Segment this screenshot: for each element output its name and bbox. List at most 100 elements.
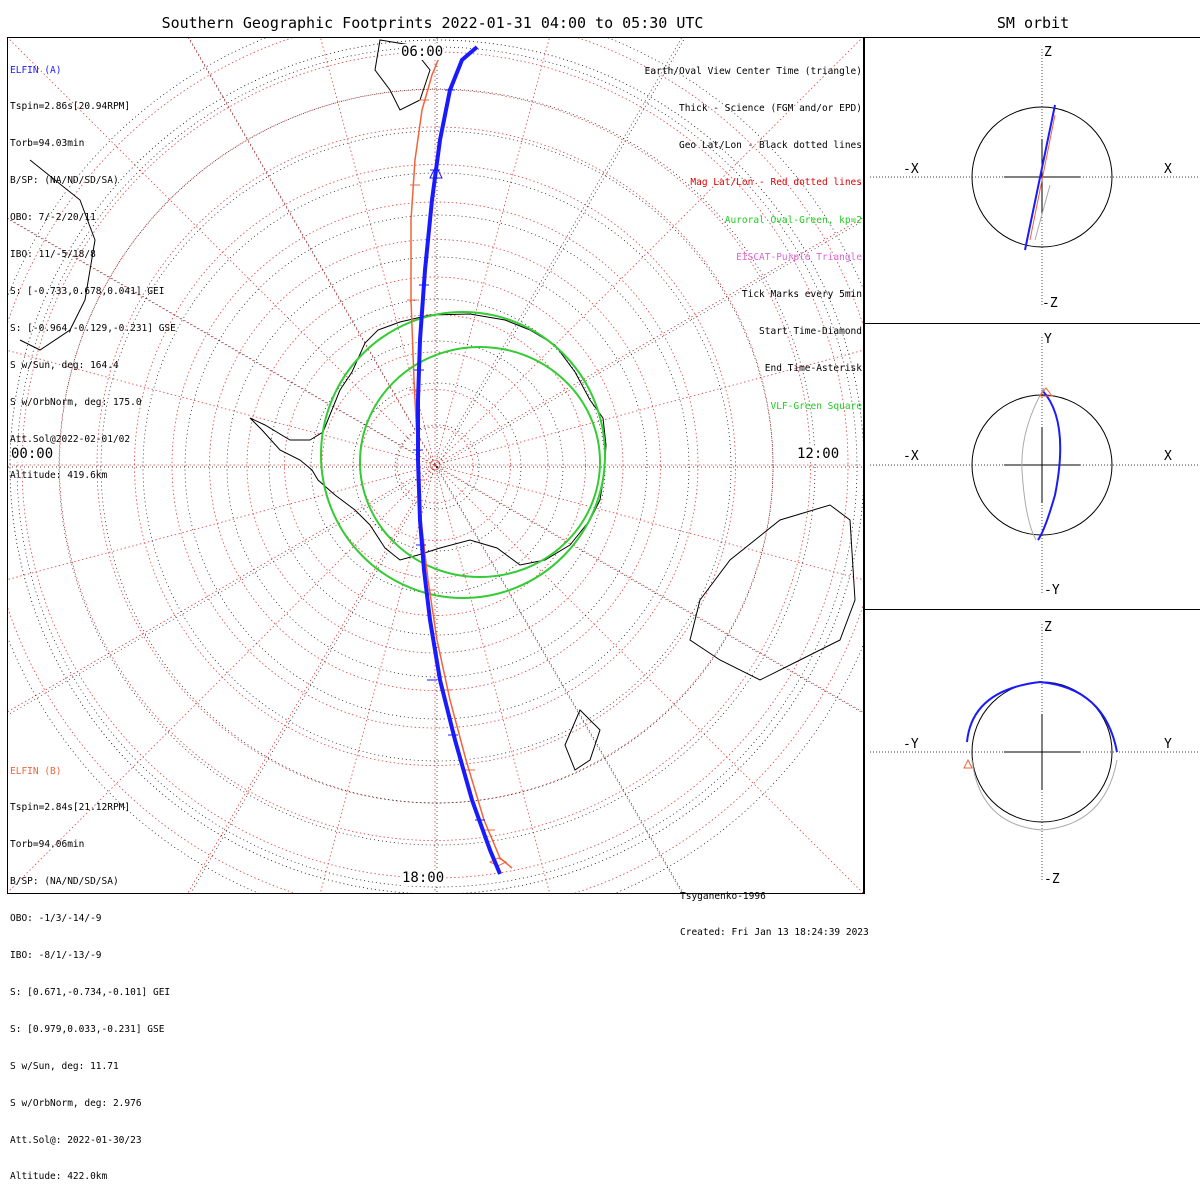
elfin-a-line: S w/Sun, deg: 164.4: [10, 359, 119, 371]
geo-lat-circle: [310, 340, 564, 594]
mag-lon-line: [8, 38, 436, 466]
elfin-b-line: S w/OrbNorm, deg: 2.976: [10, 1097, 142, 1109]
sm-xz-elfin-b-orbit: [1029, 114, 1056, 241]
mag-lon-line: [434, 464, 683, 893]
sm-xz-left-label: -X: [903, 162, 919, 177]
legend-entry: Geo Lat/Lon - Black dotted lines: [678, 140, 862, 152]
elfin-a-line: Torb=94.03min: [10, 138, 85, 150]
elfin-a-line: S w/OrbNorm, deg: 175.0: [10, 396, 142, 408]
legend-entry: Earth/Oval View Center Time (triangle): [644, 65, 862, 77]
sm-xy-top-label: Y: [1044, 332, 1052, 347]
view-center-triangle: [429, 164, 443, 179]
elfin-a-line: B/SP: (NA/ND/SD/SA): [10, 175, 119, 187]
map-layer: [8, 38, 863, 893]
legend-entry: End Time-Asterisk: [764, 363, 862, 375]
mag-lon-line: [8, 464, 436, 893]
mlt-label-left: 00:00: [11, 446, 54, 462]
footer: Tsyganenko-1996 Created: Fri Jan 13 18:2…: [680, 867, 869, 951]
mag-lon-line: [434, 464, 863, 893]
footprint-plot: [8, 38, 1200, 893]
africa-coastline: [19, 159, 96, 351]
mlt-label-bottom: 18:00: [402, 870, 445, 886]
sm-xz-top-label: Z: [1044, 45, 1052, 60]
sm-yz-right-label: Y: [1164, 737, 1172, 752]
elfin-b-line: B/SP: (NA/ND/SD/SA): [10, 876, 119, 888]
legend-entry: Thick - Science (FGM and/or EPD): [678, 103, 862, 115]
elfin-b-line: IBO: -8/1/-13/-9: [10, 950, 102, 962]
elfin-a-track: [416, 45, 502, 875]
legend-entry: Auroral Oval-Green, kp=2: [724, 214, 862, 226]
mag-lat-circle: [59, 89, 811, 841]
elfin-b-line: OBO: -1/3/-14/-9: [10, 913, 102, 925]
legend: Earth/Oval View Center Time (triangle) T…: [645, 41, 862, 425]
geo-lat-circle: [58, 88, 816, 846]
sm-xz-bottom-label: -Z: [1042, 296, 1058, 311]
elfin-b-line: S: [0.671,-0.734,-0.101] GEI: [10, 986, 171, 998]
elfin-a-line: Altitude: 419.6km: [10, 470, 108, 482]
sm-xy-left-label: -X: [903, 449, 919, 464]
panel-divider-1: [865, 323, 1200, 324]
mlt-label-top: 06:00: [401, 44, 444, 60]
australia-coastline: [689, 504, 856, 681]
elfin-b-line: Altitude: 422.0km: [10, 1171, 108, 1183]
mag-lon-line: [187, 464, 436, 893]
elfin-b-track: [410, 47, 513, 869]
sm-yz-left-label: -Y: [903, 737, 919, 752]
sm-xy-bottom-label: -Y: [1044, 583, 1060, 598]
mag-lon-line: [434, 38, 863, 466]
mag-lon-line: [8, 464, 436, 712]
panel-left-border: [864, 37, 865, 894]
elfin-a-line: IBO: 11/-5/18/8: [10, 249, 96, 261]
elfin-a-line: S: [-0.733,0.678,0.041] GEI: [10, 285, 165, 297]
elfin-b-line: S w/Sun, deg: 11.71: [10, 1060, 119, 1072]
mag-lat-circle: [396, 426, 474, 504]
new-zealand-coastline: [564, 709, 601, 771]
footprint-map-frame: [7, 37, 864, 894]
chart-title: Southern Geographic Footprints 2022-01-3…: [161, 14, 704, 32]
model-name: Tsyganenko-1996: [680, 891, 766, 902]
geo-lat-circle: [226, 256, 648, 678]
sm-yz-elfin-a-orbit: [966, 680, 1118, 753]
panel-divider-2: [865, 609, 1200, 610]
created-timestamp: Created: Fri Jan 13 18:24:39 2023: [680, 927, 869, 938]
elfin-a-line: OBO: 7/-2/20/11: [10, 212, 96, 224]
mag-lat-circle: [171, 201, 699, 729]
sm-yz-top-label: Z: [1044, 620, 1052, 635]
sm-yz-gray-orbit: [971, 759, 1118, 831]
sm-orbit-title: SM orbit: [996, 14, 1070, 32]
geo-lon-line: [8, 466, 438, 716]
elfin-b-line: S: [0.979,0.033,-0.231] GSE: [10, 1023, 165, 1035]
elfin-a-name: ELFIN (A): [10, 64, 62, 76]
sm-orbit-layer: [870, 49, 1200, 880]
legend-entry: Tick Marks every 5min: [741, 289, 862, 301]
legend-entry: VLF-Green Square: [770, 400, 862, 412]
legend-entry: Start Time-Diamond: [759, 326, 862, 338]
sm-xz-elfin-a-orbit: [1024, 104, 1056, 251]
mag-lon-line: [434, 464, 863, 713]
elfin-b-name: ELFIN (B): [10, 765, 62, 777]
sm-xz-right-label: X: [1164, 162, 1172, 177]
elfin-a-line: Att.Sol@2022-02-01/02: [10, 433, 131, 445]
geo-lat-circle: [394, 424, 480, 510]
elfin-a-line: Tspin=2.86s[20.94RPM]: [10, 101, 131, 113]
elfin-b-info: ELFIN (B) Tspin=2.84s[21.12RPM] Torb=94.…: [10, 741, 170, 1196]
auroral-oval-inner: [359, 346, 601, 578]
mag-lon-line: [434, 464, 551, 893]
sm-xz-earth-circle: [971, 106, 1113, 248]
antarctica-coastline: [249, 313, 607, 566]
panel-top-border: [865, 37, 1200, 38]
elfin-b-line: Tspin=2.84s[21.12RPM]: [10, 802, 131, 814]
elfin-b-line: Att.Sol@: 2022-01-30/23: [10, 1134, 142, 1146]
mlt-label-right: 12:00: [797, 446, 840, 462]
sm-xy-elfin-a-orbit: [1037, 389, 1062, 541]
legend-entry: EISCAT-Purple Triangle: [736, 251, 862, 263]
sm-xy-elfin-b-marker: [1039, 387, 1053, 397]
sm-xy-gray-orbit: [1021, 387, 1045, 541]
legend-entry: Mag Lat/Lon - Red dotted lines: [690, 177, 862, 189]
sm-yz-bottom-label: -Z: [1044, 872, 1060, 887]
sm-xz-gray-orbit: [1034, 184, 1051, 241]
sm-xy-right-label: X: [1164, 449, 1172, 464]
geo-lon-line: [436, 466, 863, 714]
elfin-a-info: ELFIN (A) Tspin=2.86s[20.94RPM] Torb=94.…: [10, 40, 176, 495]
auroral-oval-outer: [320, 311, 606, 599]
